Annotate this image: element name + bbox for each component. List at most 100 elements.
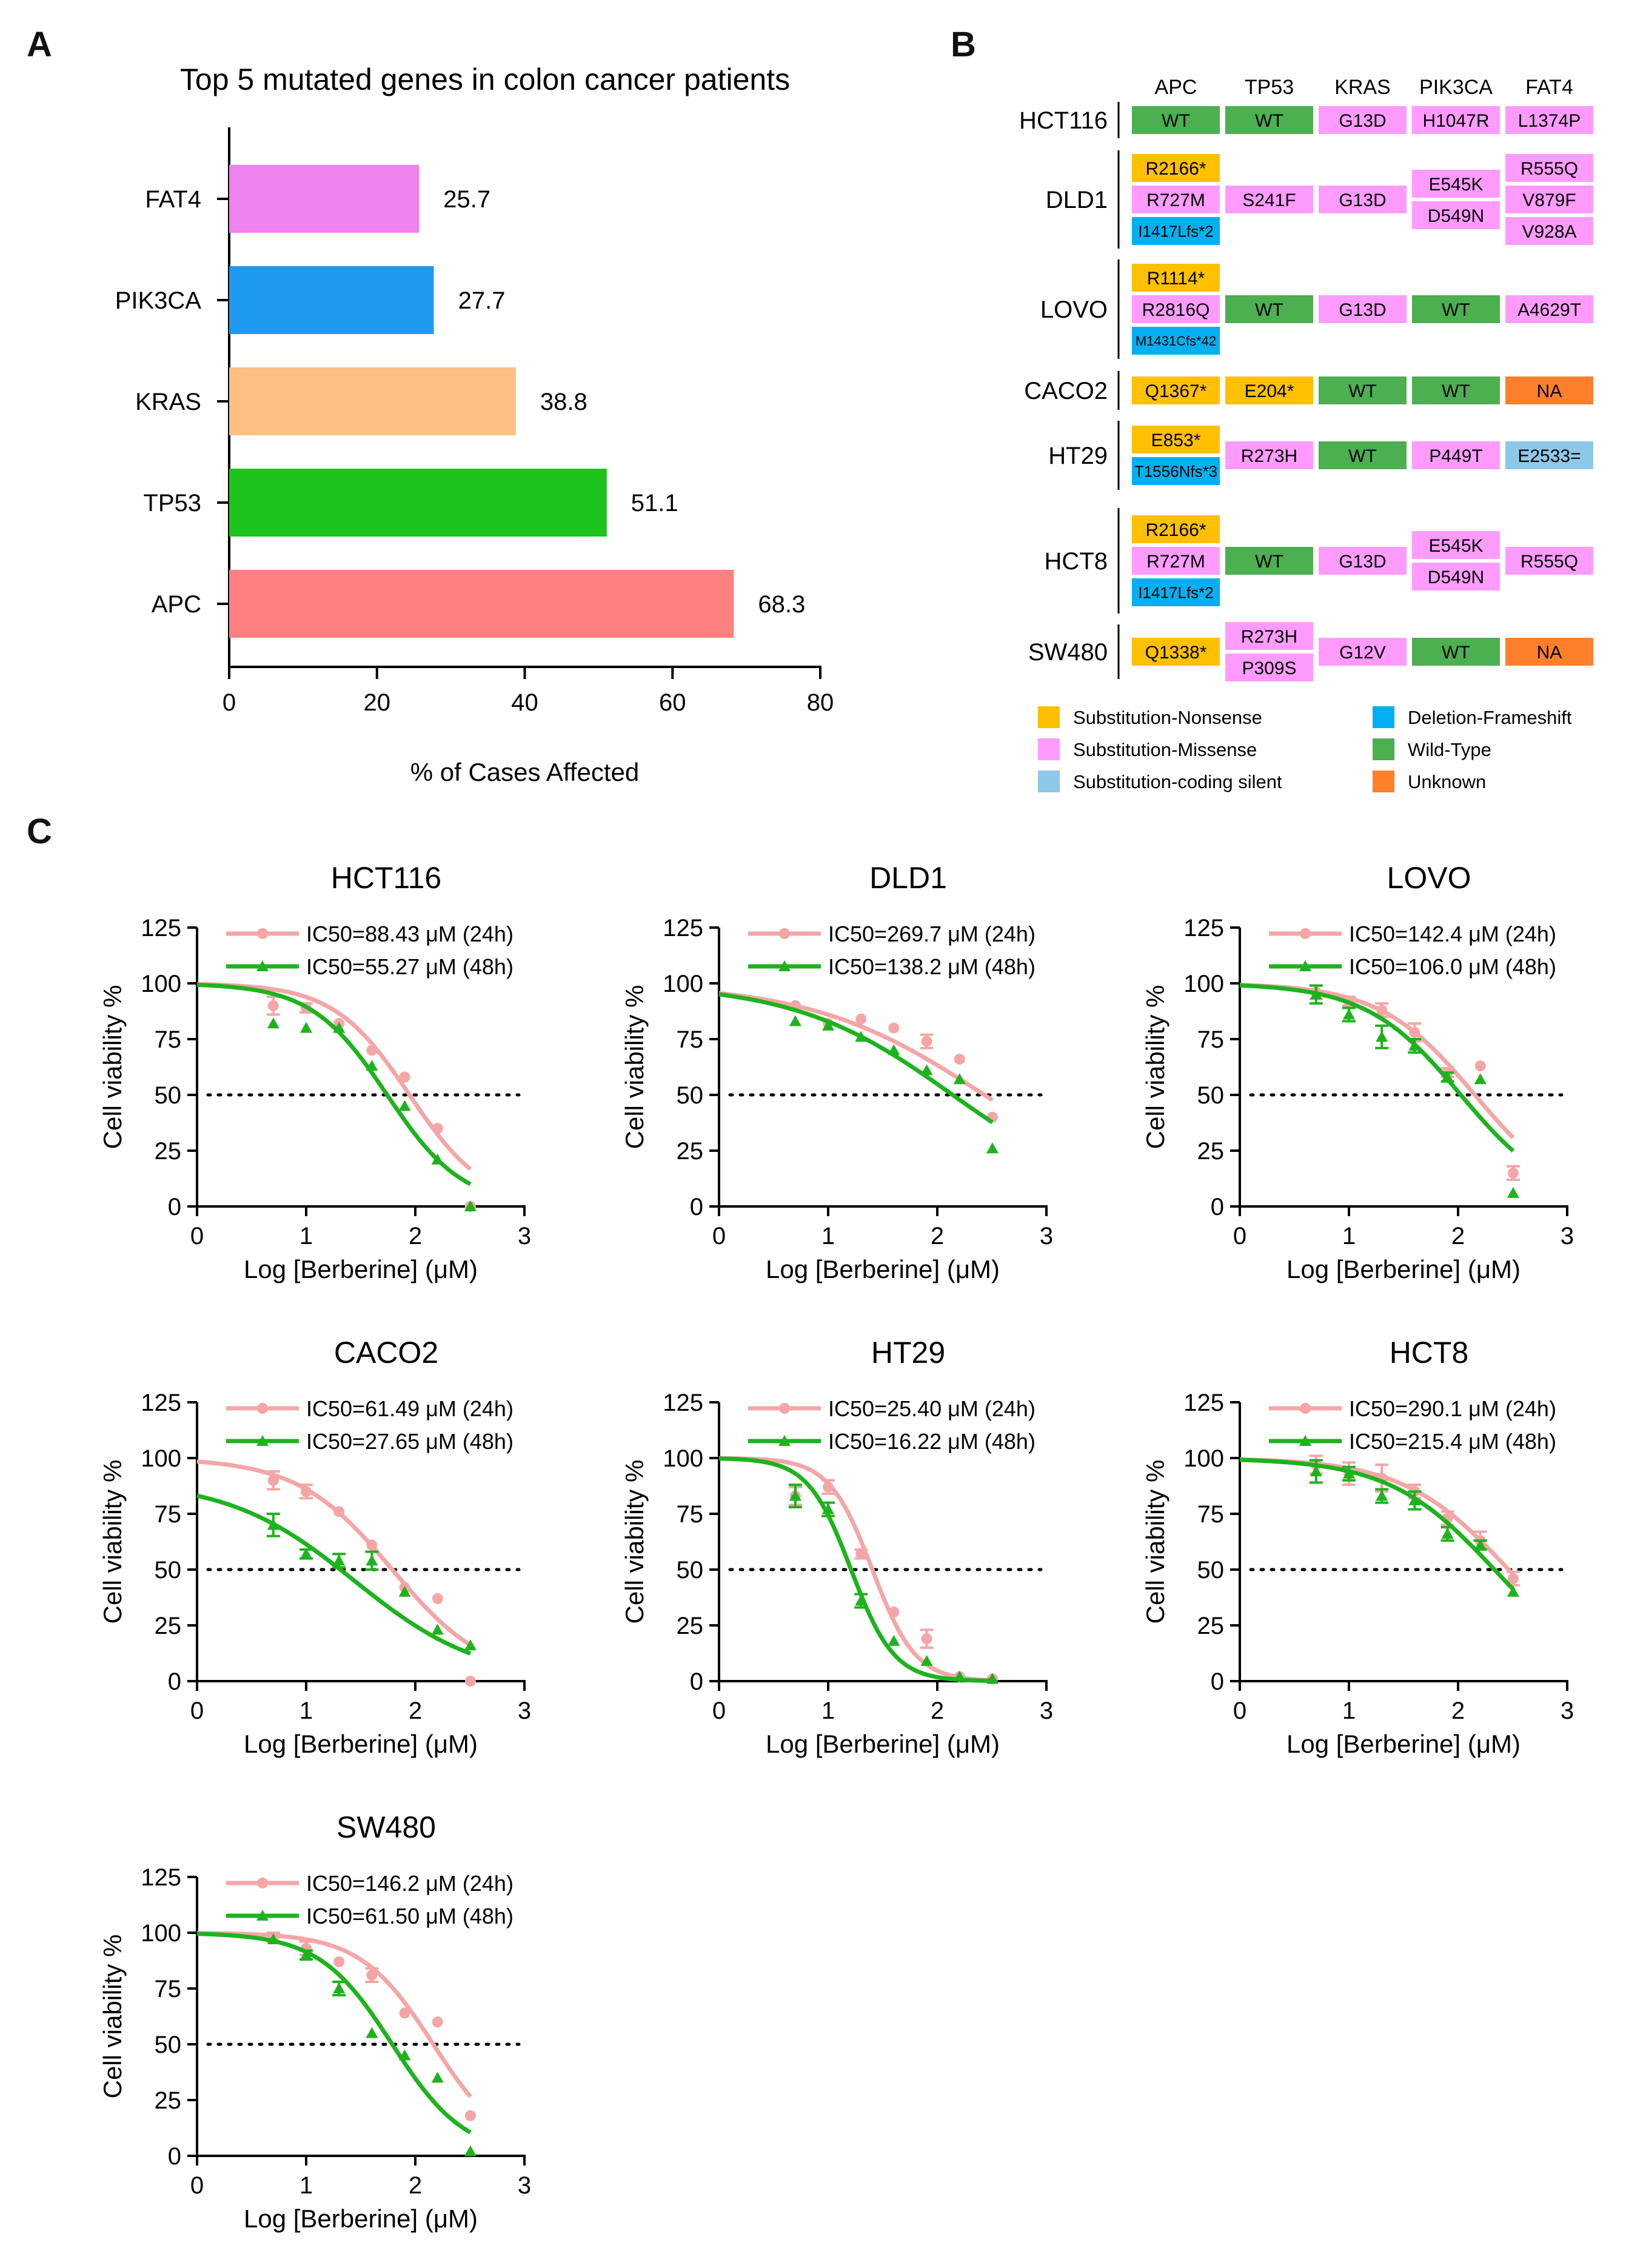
x-tick-label: 0 — [712, 1698, 726, 1724]
y-axis-label: Cell viability % — [620, 1460, 649, 1624]
mutation-label: WT — [1348, 446, 1377, 466]
data-point-24h — [954, 1054, 965, 1065]
legend-marker — [1300, 928, 1311, 939]
mutation-box — [1225, 295, 1313, 323]
y-axis-label: Cell viability % — [1141, 985, 1169, 1149]
fit-curve-24h — [1239, 1457, 1515, 1576]
data-point-24h — [432, 1123, 443, 1134]
data-point-48h — [398, 1585, 411, 1597]
mutation-label: S241F — [1242, 190, 1296, 210]
data-point-48h — [1376, 1031, 1388, 1042]
data-point-48h — [855, 1031, 868, 1042]
mutation-label: R1114* — [1147, 269, 1205, 289]
mutation-label: WT — [1442, 381, 1470, 401]
x-tick-label: 0 — [190, 1698, 204, 1724]
mutation-label: P449T — [1429, 446, 1482, 466]
data-point-48h — [431, 1153, 444, 1165]
mutation-label: G13D — [1339, 190, 1386, 210]
mutation-label: WT — [1162, 111, 1190, 131]
legend-marker — [256, 960, 269, 971]
data-point-48h — [431, 1624, 444, 1635]
x-tick-label: 2 — [931, 1698, 944, 1724]
x-tick-label: 2 — [931, 1223, 944, 1249]
category-label: TP53 — [143, 490, 201, 517]
y-tick-label: 50 — [1197, 1557, 1225, 1584]
mutation-label: R727M — [1146, 552, 1205, 572]
mutated-genes-bar-chart: Top 5 mutated genes in colon cancer pati… — [115, 62, 834, 786]
data-point-48h — [300, 1022, 312, 1033]
y-tick-label: 0 — [690, 1194, 703, 1220]
panel-title: HCT8 — [1390, 1336, 1469, 1370]
mutation-box — [1412, 201, 1500, 229]
mutation-label: E545K — [1428, 175, 1483, 195]
data-point-24h — [366, 1969, 378, 1981]
data-point-48h — [822, 1019, 834, 1031]
data-point-24h — [464, 1676, 476, 1687]
x-tick-label: 0 — [190, 1223, 204, 1249]
legend-label: IC50=290.1 μM (24h) — [1349, 1396, 1556, 1421]
x-tick-label: 3 — [518, 2172, 531, 2199]
gene-header-pik3ca: PIK3CA — [1419, 76, 1493, 99]
mutation-label: E2533= — [1517, 446, 1581, 466]
data-point-24h — [432, 1593, 443, 1604]
x-tick-label: 3 — [1040, 1223, 1053, 1249]
mutation-box — [1132, 547, 1220, 575]
y-tick-label: 50 — [155, 1082, 182, 1109]
data-point-48h — [333, 1554, 346, 1566]
data-point-24h — [366, 1045, 378, 1056]
x-axis-label: Log [Berberine] (μM) — [766, 1730, 1000, 1758]
cell-line-label: HCT116 — [1019, 107, 1108, 134]
mutation-box — [1412, 106, 1500, 134]
category-label: FAT4 — [145, 186, 201, 213]
legend-label: IC50=138.2 μM (48h) — [828, 954, 1035, 979]
y-axis-label: Cell viability % — [98, 985, 127, 1149]
data-point-48h — [267, 1519, 279, 1530]
data-point-48h — [300, 1548, 312, 1559]
fit-curve-48h — [196, 982, 472, 1186]
mutation-box — [1319, 106, 1407, 134]
mutation-box — [1412, 531, 1500, 559]
x-tick-label: 0 — [190, 2172, 204, 2199]
gene-header-apc: APC — [1155, 76, 1197, 99]
y-tick-label: 100 — [141, 971, 181, 997]
x-tick-label: 0 — [712, 1223, 726, 1249]
y-tick-label: 25 — [1197, 1613, 1225, 1639]
mutation-box — [1412, 170, 1500, 198]
mutation-label: G13D — [1339, 300, 1386, 320]
data-point-24h — [888, 1022, 900, 1034]
mutation-box — [1412, 563, 1500, 590]
data-point-48h — [1408, 1494, 1421, 1505]
data-point-24h — [1507, 1573, 1519, 1584]
mutation-box — [1132, 578, 1220, 606]
mutation-label: WT — [1442, 643, 1470, 663]
data-point-24h — [921, 1035, 932, 1047]
mutation-label: WT — [1255, 300, 1283, 320]
data-point-48h — [855, 1594, 868, 1606]
fit-curve-48h — [196, 1493, 472, 1656]
legend-label: Substitution-Missense — [1073, 739, 1257, 760]
bar-apc — [229, 570, 734, 638]
mutation-box — [1505, 186, 1593, 213]
fit-curve-24h — [1239, 983, 1515, 1140]
mutation-box — [1225, 376, 1313, 404]
legend-label: IC50=61.49 μM (24h) — [306, 1396, 514, 1421]
legend-marker — [257, 1878, 268, 1888]
legend-marker — [1299, 960, 1311, 971]
data-point-48h — [366, 1060, 378, 1071]
mutation-label: E853* — [1151, 430, 1201, 450]
data-point-48h — [1441, 1071, 1454, 1082]
data-point-24h — [1474, 1060, 1486, 1072]
mutation-label: NA — [1537, 381, 1562, 401]
data-point-24h — [333, 1956, 345, 1967]
fit-curve-24h — [196, 1459, 472, 1647]
data-point-48h — [464, 1639, 477, 1651]
x-tick-label: 3 — [1561, 1698, 1574, 1724]
legend-label: IC50=25.40 μM (24h) — [828, 1396, 1035, 1421]
y-tick-label: 0 — [690, 1668, 703, 1695]
y-tick-label: 0 — [168, 1194, 181, 1220]
data-point-48h — [888, 1634, 900, 1646]
mutation-label: NA — [1537, 643, 1562, 663]
legend-marker — [1300, 1403, 1311, 1414]
x-tick-label: 2 — [409, 2172, 422, 2199]
